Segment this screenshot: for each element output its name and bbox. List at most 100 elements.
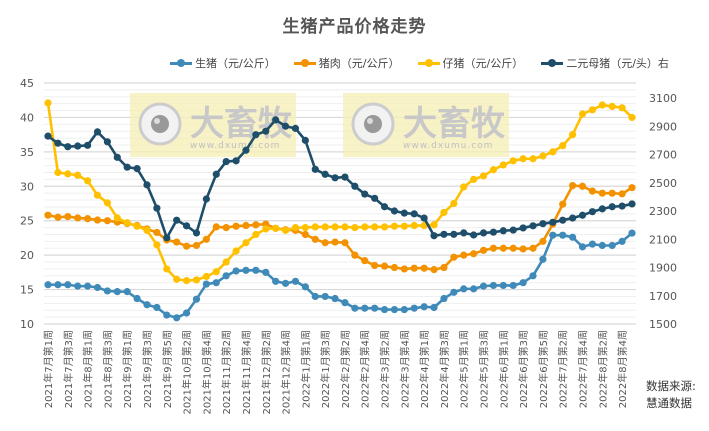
data-point[interactable] — [618, 104, 626, 112]
data-point[interactable] — [93, 191, 102, 199]
data-point[interactable] — [578, 110, 587, 118]
data-point[interactable] — [450, 230, 458, 238]
data-point[interactable] — [173, 216, 181, 224]
data-point[interactable] — [460, 229, 468, 237]
data-point[interactable] — [440, 294, 448, 303]
data-point[interactable] — [212, 223, 220, 231]
data-point[interactable] — [470, 231, 478, 239]
data-point[interactable] — [281, 226, 290, 234]
data-point[interactable] — [608, 241, 616, 250]
data-point[interactable] — [262, 225, 270, 233]
data-point[interactable] — [460, 285, 468, 293]
data-point[interactable] — [460, 183, 468, 191]
data-point[interactable] — [182, 242, 191, 250]
data-point[interactable] — [569, 181, 577, 190]
data-point[interactable] — [103, 287, 111, 295]
data-point[interactable] — [598, 241, 606, 250]
data-point[interactable] — [479, 282, 488, 290]
data-point[interactable] — [222, 272, 230, 280]
data-point[interactable] — [281, 279, 290, 287]
data-point[interactable] — [559, 216, 567, 224]
data-point[interactable] — [519, 155, 527, 163]
data-point[interactable] — [569, 214, 577, 222]
data-point[interactable] — [608, 203, 616, 211]
data-point[interactable] — [301, 224, 309, 232]
data-point[interactable] — [400, 209, 408, 217]
data-point[interactable] — [103, 217, 111, 225]
data-point[interactable] — [549, 148, 557, 156]
data-point[interactable] — [143, 181, 151, 189]
data-point[interactable] — [430, 221, 438, 229]
data-point[interactable] — [499, 281, 507, 290]
data-point[interactable] — [529, 222, 537, 230]
data-point[interactable] — [351, 251, 359, 259]
data-point[interactable] — [252, 131, 260, 139]
data-point[interactable] — [549, 231, 557, 239]
data-point[interactable] — [479, 229, 488, 237]
data-point[interactable] — [182, 222, 191, 230]
data-point[interactable] — [549, 218, 557, 226]
data-point[interactable] — [380, 203, 389, 211]
data-point[interactable] — [301, 230, 309, 239]
data-point[interactable] — [173, 238, 181, 246]
data-point[interactable] — [272, 224, 280, 232]
data-point[interactable] — [153, 204, 161, 212]
data-point[interactable] — [242, 266, 250, 274]
data-point[interactable] — [341, 223, 349, 231]
data-point[interactable] — [44, 211, 52, 219]
data-point[interactable] — [202, 272, 210, 281]
data-point[interactable] — [420, 264, 428, 272]
data-point[interactable] — [232, 247, 240, 255]
data-point[interactable] — [390, 263, 399, 272]
data-point[interactable] — [420, 214, 428, 222]
data-point[interactable] — [182, 277, 191, 285]
data-point[interactable] — [113, 153, 121, 161]
data-point[interactable] — [222, 258, 230, 266]
data-point[interactable] — [64, 170, 72, 178]
data-point[interactable] — [262, 127, 270, 135]
data-point[interactable] — [311, 165, 319, 173]
data-point[interactable] — [173, 275, 181, 283]
data-point[interactable] — [578, 243, 587, 251]
data-point[interactable] — [519, 224, 527, 232]
data-point[interactable] — [341, 173, 349, 181]
data-point[interactable] — [351, 224, 359, 232]
data-point[interactable] — [242, 221, 250, 230]
data-point[interactable] — [301, 136, 309, 144]
data-point[interactable] — [470, 175, 478, 183]
data-point[interactable] — [163, 311, 171, 319]
data-point[interactable] — [371, 261, 379, 270]
data-point[interactable] — [430, 266, 438, 274]
data-point[interactable] — [103, 138, 111, 146]
data-point[interactable] — [83, 141, 92, 149]
data-point[interactable] — [331, 223, 339, 231]
data-point[interactable] — [351, 182, 359, 190]
data-point[interactable] — [410, 210, 418, 218]
data-point[interactable] — [301, 283, 309, 291]
data-point[interactable] — [163, 265, 171, 273]
data-point[interactable] — [598, 189, 606, 197]
data-point[interactable] — [539, 220, 547, 228]
data-point[interactable] — [272, 116, 280, 124]
data-point[interactable] — [618, 237, 626, 245]
data-point[interactable] — [54, 139, 62, 147]
data-point[interactable] — [44, 132, 52, 140]
data-point[interactable] — [410, 221, 418, 230]
data-point[interactable] — [499, 244, 507, 252]
data-point[interactable] — [618, 202, 626, 210]
data-point[interactable] — [44, 281, 52, 289]
data-point[interactable] — [361, 223, 369, 231]
data-point[interactable] — [341, 239, 349, 247]
data-point[interactable] — [64, 143, 72, 151]
data-point[interactable] — [450, 199, 458, 208]
data-point[interactable] — [143, 301, 151, 309]
data-point[interactable] — [479, 172, 488, 180]
data-point[interactable] — [192, 276, 201, 284]
data-point[interactable] — [588, 106, 597, 114]
data-point[interactable] — [470, 285, 478, 293]
data-point[interactable] — [608, 189, 616, 197]
data-point[interactable] — [192, 295, 201, 303]
data-point[interactable] — [509, 157, 517, 165]
data-point[interactable] — [331, 174, 339, 182]
data-point[interactable] — [252, 266, 260, 274]
